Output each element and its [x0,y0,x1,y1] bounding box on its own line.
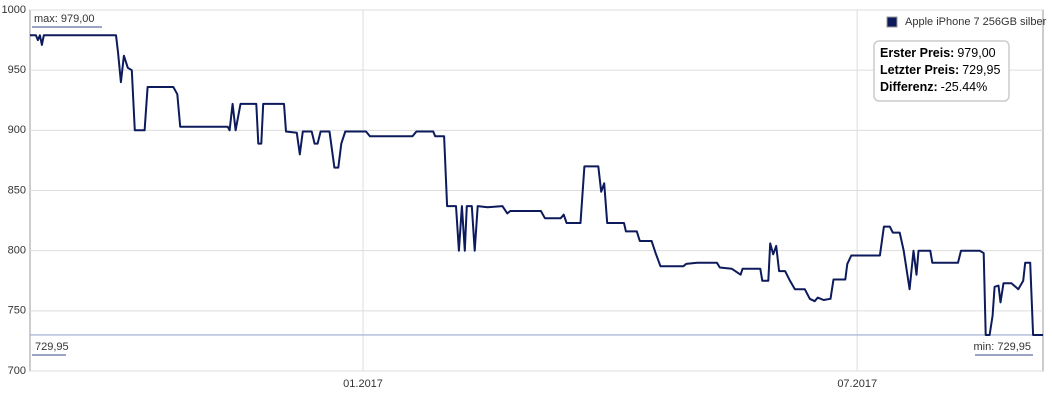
max-label: max: 979,00 [34,13,95,25]
legend-swatch [886,16,898,28]
info-line: Letzter Preis: 729,95 [880,63,1000,77]
info-line: Erster Preis: 979,00 [880,46,996,60]
start-label: 729,95 [35,341,69,353]
price-line [30,34,1043,336]
info-label: Differenz: [880,80,938,94]
info-value: 729,95 [962,63,1000,77]
y-tick-label: 850 [8,184,26,196]
min-label: min: 729,95 [974,341,1031,353]
y-tick-label: 1000 [2,4,26,16]
x-tick-label: 01.2017 [343,378,383,390]
legend-label: Apple iPhone 7 256GB silber [905,16,1047,28]
y-tick-label: 700 [8,365,26,377]
info-value: -25.44% [941,80,988,94]
y-tick-label: 800 [8,245,26,257]
y-tick-label: 750 [8,305,26,317]
info-label: Letzter Preis: [880,63,959,77]
info-label: Erster Preis: [880,46,954,60]
info-box [873,40,1010,102]
y-tick-label: 950 [8,64,26,76]
x-tick-label: 07.2017 [837,378,877,390]
info-line: Differenz: -25.44% [880,80,987,94]
info-value: 979,00 [957,46,995,60]
y-tick-label: 900 [8,124,26,136]
